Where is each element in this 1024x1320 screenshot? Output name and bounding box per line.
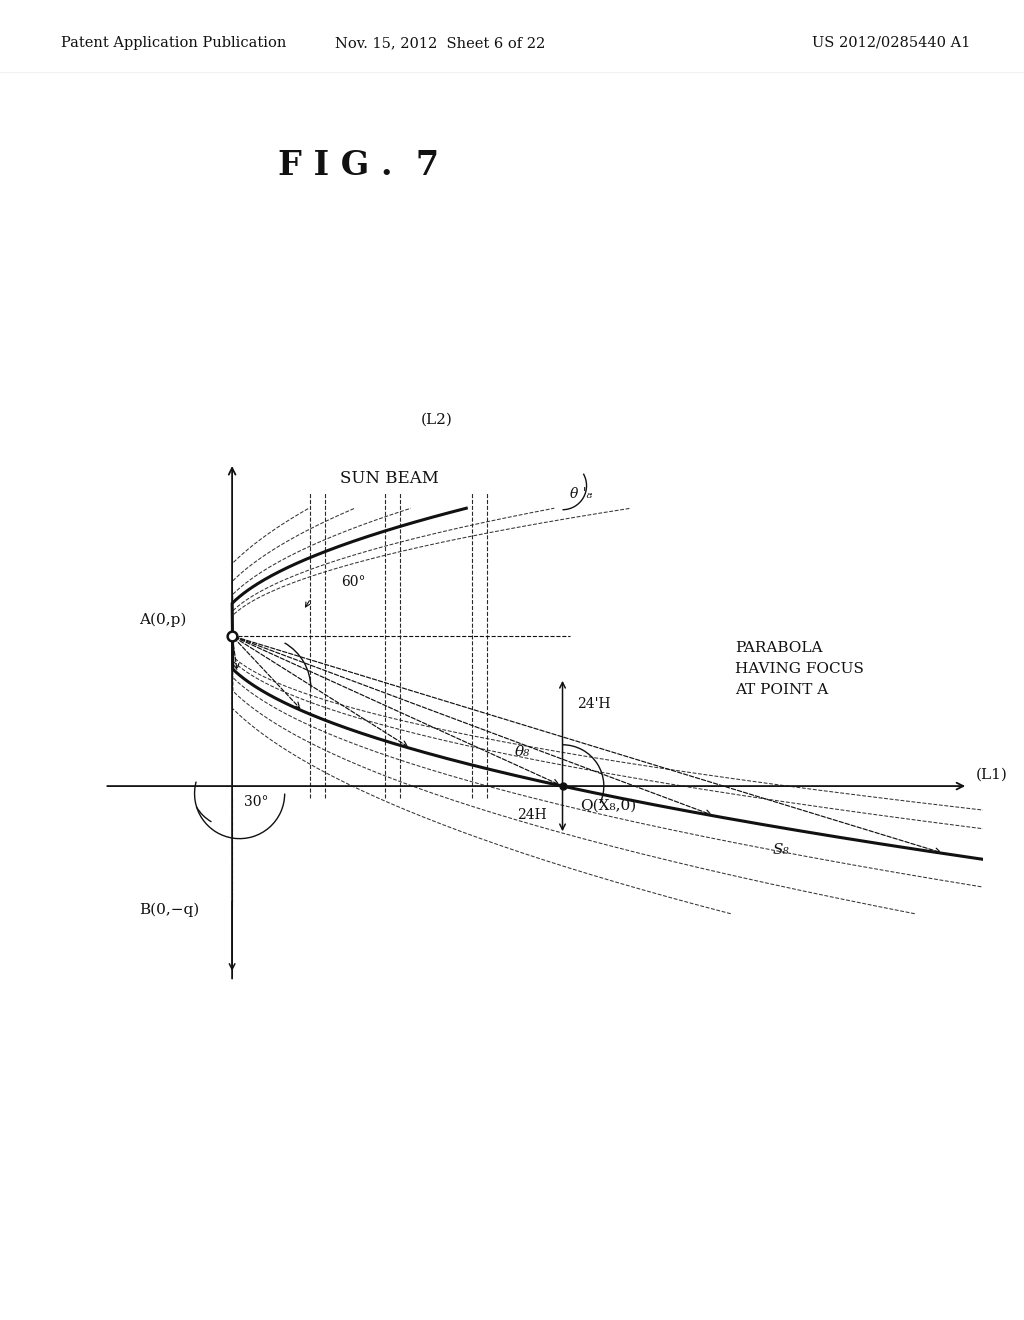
Text: θ '₈: θ '₈: [570, 487, 592, 500]
Text: (L1): (L1): [976, 767, 1008, 781]
Text: B(0,−q): B(0,−q): [139, 903, 200, 916]
Text: Nov. 15, 2012  Sheet 6 of 22: Nov. 15, 2012 Sheet 6 of 22: [335, 36, 546, 50]
Text: S₈: S₈: [773, 842, 790, 857]
Text: 30°: 30°: [244, 795, 268, 809]
Text: 24H: 24H: [517, 808, 547, 822]
Text: A(0,p): A(0,p): [139, 612, 186, 627]
Text: SUN BEAM: SUN BEAM: [340, 470, 439, 487]
Text: 24'H: 24'H: [578, 697, 611, 711]
Text: (L2): (L2): [421, 413, 453, 426]
Text: US 2012/0285440 A1: US 2012/0285440 A1: [812, 36, 970, 50]
Text: θ₈: θ₈: [514, 744, 529, 759]
Text: Patent Application Publication: Patent Application Publication: [61, 36, 287, 50]
Text: F I G .  7: F I G . 7: [278, 149, 439, 182]
Text: Q(X₈,0): Q(X₈,0): [581, 799, 637, 813]
Text: PARABOLA
HAVING FOCUS
AT POINT A: PARABOLA HAVING FOCUS AT POINT A: [735, 642, 864, 697]
Text: 60°: 60°: [341, 576, 366, 589]
